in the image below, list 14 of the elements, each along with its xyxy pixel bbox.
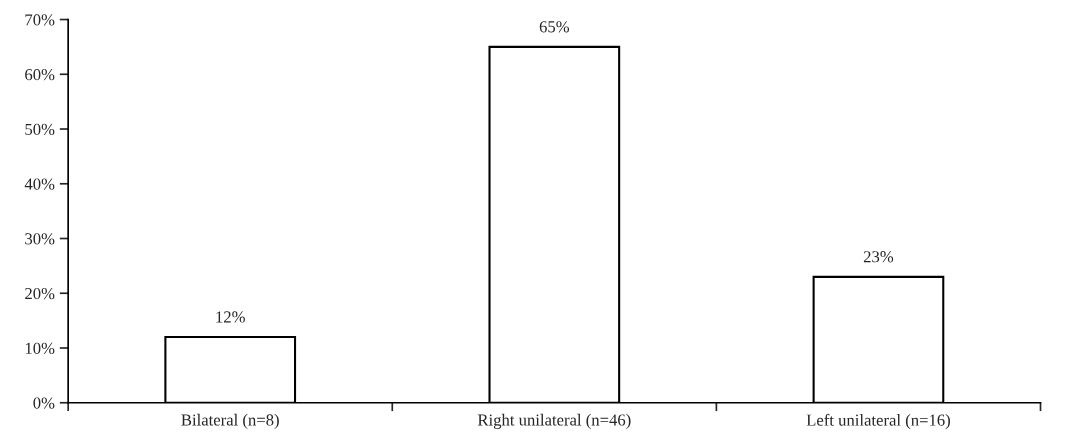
x-tick-label: Bilateral (n=8) (181, 413, 279, 429)
y-tick-label: 70% (25, 14, 55, 26)
y-tick-label: 0% (33, 397, 55, 409)
x-tick-label: Right unilateral (n=46) (477, 413, 631, 430)
y-tick-label: 30% (25, 233, 55, 245)
y-tick-label: 20% (25, 287, 55, 300)
data-label: 65% (539, 21, 570, 33)
x-tick-label: Left unilateral (n=16) (806, 413, 950, 430)
y-tick-label: 40% (24, 178, 55, 190)
y-tick-label: 10% (25, 342, 55, 355)
data-label: 12% (216, 311, 245, 323)
data-label: 23% (863, 251, 894, 263)
y-tick-label: 50% (25, 123, 55, 136)
y-tick-label: 60% (25, 68, 55, 81)
